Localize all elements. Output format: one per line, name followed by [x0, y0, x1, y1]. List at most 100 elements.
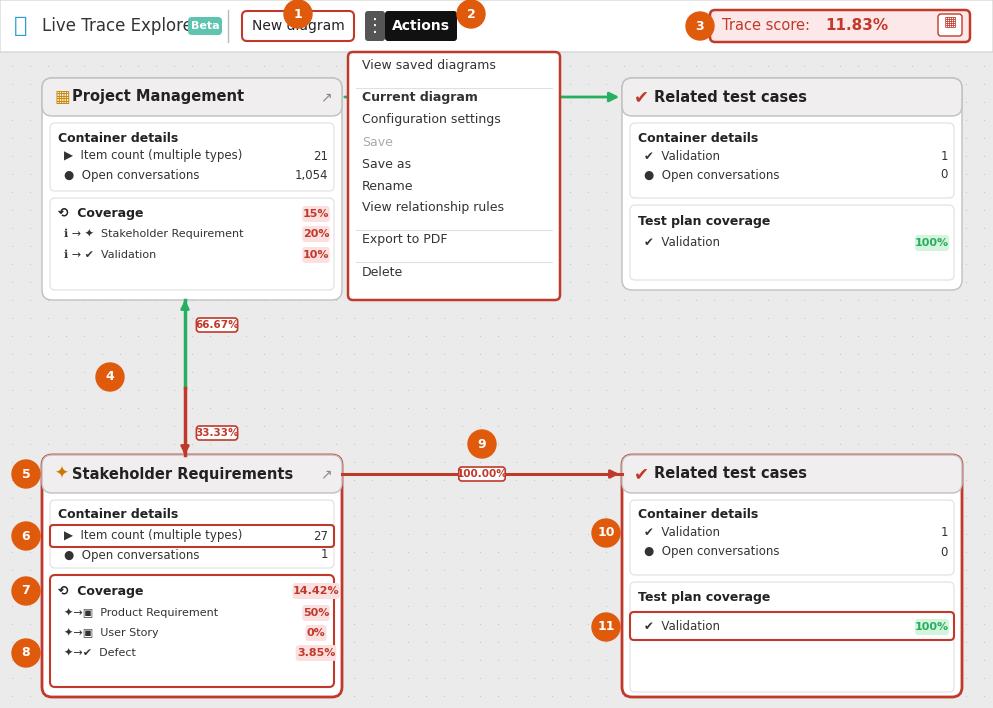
Text: Container details: Container details	[638, 132, 759, 144]
Text: View saved diagrams: View saved diagrams	[362, 59, 496, 72]
Text: 21: 21	[313, 149, 328, 163]
FancyBboxPatch shape	[630, 500, 954, 575]
FancyBboxPatch shape	[50, 525, 334, 547]
Text: ▶  Item count (multiple types): ▶ Item count (multiple types)	[64, 530, 242, 542]
Circle shape	[12, 522, 40, 550]
Text: Test plan coverage: Test plan coverage	[638, 591, 771, 605]
FancyBboxPatch shape	[50, 575, 334, 687]
Text: ●  Open conversations: ● Open conversations	[64, 549, 200, 561]
Text: ▦: ▦	[54, 88, 70, 106]
Text: 3: 3	[696, 20, 704, 33]
Text: Container details: Container details	[638, 508, 759, 522]
Text: 1: 1	[940, 149, 948, 163]
FancyBboxPatch shape	[630, 582, 954, 692]
FancyBboxPatch shape	[915, 619, 949, 635]
Text: ✔  Validation: ✔ Validation	[644, 236, 720, 249]
Text: 6: 6	[22, 530, 31, 542]
Text: ✔: ✔	[634, 465, 649, 483]
Text: 14.42%: 14.42%	[293, 586, 340, 596]
Text: Test plan coverage: Test plan coverage	[638, 215, 771, 227]
Text: 100%: 100%	[915, 238, 949, 248]
Text: 15%: 15%	[303, 209, 330, 219]
Text: 100.00%: 100.00%	[457, 469, 507, 479]
Text: Stakeholder Requirements: Stakeholder Requirements	[72, 467, 293, 481]
FancyBboxPatch shape	[915, 235, 949, 251]
Text: ℹ → ✔  Validation: ℹ → ✔ Validation	[64, 250, 156, 260]
FancyBboxPatch shape	[197, 426, 237, 440]
Text: ↗: ↗	[320, 467, 332, 481]
Text: ✦: ✦	[54, 465, 68, 483]
FancyBboxPatch shape	[42, 455, 342, 493]
Text: 7: 7	[22, 585, 31, 598]
FancyBboxPatch shape	[42, 78, 342, 116]
FancyBboxPatch shape	[630, 612, 954, 640]
Text: 50%: 50%	[303, 608, 330, 618]
Text: 1: 1	[321, 549, 328, 561]
Text: ▶  Item count (multiple types): ▶ Item count (multiple types)	[64, 149, 242, 163]
Text: Save as: Save as	[362, 157, 411, 171]
Text: 9: 9	[478, 438, 487, 450]
FancyBboxPatch shape	[622, 455, 962, 697]
Text: ↗: ↗	[320, 90, 332, 104]
Circle shape	[284, 0, 312, 28]
FancyBboxPatch shape	[459, 467, 505, 481]
Circle shape	[592, 519, 620, 547]
Text: ✔: ✔	[634, 88, 649, 106]
Text: Rename: Rename	[362, 180, 413, 193]
FancyBboxPatch shape	[630, 205, 954, 280]
Text: Beta: Beta	[191, 21, 219, 31]
Text: Project Management: Project Management	[72, 89, 244, 105]
Text: 1: 1	[294, 8, 303, 21]
Text: ⟲  Coverage: ⟲ Coverage	[58, 207, 144, 220]
Text: 0: 0	[940, 169, 948, 181]
Text: ✦→▣  User Story: ✦→▣ User Story	[64, 628, 159, 639]
Text: 100%: 100%	[915, 622, 949, 632]
Text: View relationship rules: View relationship rules	[362, 202, 504, 215]
FancyBboxPatch shape	[296, 645, 337, 661]
Text: 4: 4	[105, 370, 114, 384]
Text: Current diagram: Current diagram	[362, 91, 478, 105]
Text: ✔  Validation: ✔ Validation	[644, 149, 720, 163]
Text: 2: 2	[467, 8, 476, 21]
FancyBboxPatch shape	[302, 247, 330, 263]
Text: Related test cases: Related test cases	[654, 89, 807, 105]
Text: Container details: Container details	[58, 132, 179, 144]
FancyBboxPatch shape	[622, 78, 962, 116]
FancyBboxPatch shape	[293, 583, 340, 599]
FancyBboxPatch shape	[348, 52, 560, 300]
FancyBboxPatch shape	[42, 455, 342, 697]
Text: Save: Save	[362, 135, 393, 149]
FancyBboxPatch shape	[306, 625, 327, 641]
Text: Delete: Delete	[362, 266, 403, 278]
Text: Actions: Actions	[392, 19, 450, 33]
Text: 5: 5	[22, 467, 31, 481]
Text: 11.83%: 11.83%	[825, 18, 888, 33]
Text: Live Trace Explorer: Live Trace Explorer	[42, 17, 200, 35]
Circle shape	[468, 430, 496, 458]
Circle shape	[12, 460, 40, 488]
Text: 10: 10	[597, 527, 615, 539]
Circle shape	[96, 363, 124, 391]
FancyBboxPatch shape	[622, 78, 962, 290]
Text: ⛰: ⛰	[14, 16, 28, 36]
Text: 1,054: 1,054	[295, 169, 328, 181]
Text: Configuration settings: Configuration settings	[362, 113, 500, 127]
Text: 27: 27	[313, 530, 328, 542]
Text: 11: 11	[597, 620, 615, 634]
Text: ✦→▣  Product Requirement: ✦→▣ Product Requirement	[64, 607, 218, 618]
Text: ⋮: ⋮	[366, 17, 384, 35]
FancyBboxPatch shape	[50, 123, 334, 191]
FancyBboxPatch shape	[50, 198, 334, 290]
FancyBboxPatch shape	[242, 11, 354, 41]
FancyBboxPatch shape	[50, 500, 334, 568]
Text: 66.67%: 66.67%	[196, 320, 238, 330]
Text: ⟲  Coverage: ⟲ Coverage	[58, 585, 144, 598]
FancyBboxPatch shape	[302, 206, 330, 222]
Text: 0%: 0%	[307, 628, 326, 638]
Circle shape	[12, 639, 40, 667]
FancyBboxPatch shape	[710, 10, 970, 42]
FancyBboxPatch shape	[0, 0, 993, 52]
Circle shape	[592, 613, 620, 641]
FancyBboxPatch shape	[302, 605, 330, 621]
Text: 3.85%: 3.85%	[297, 648, 336, 658]
